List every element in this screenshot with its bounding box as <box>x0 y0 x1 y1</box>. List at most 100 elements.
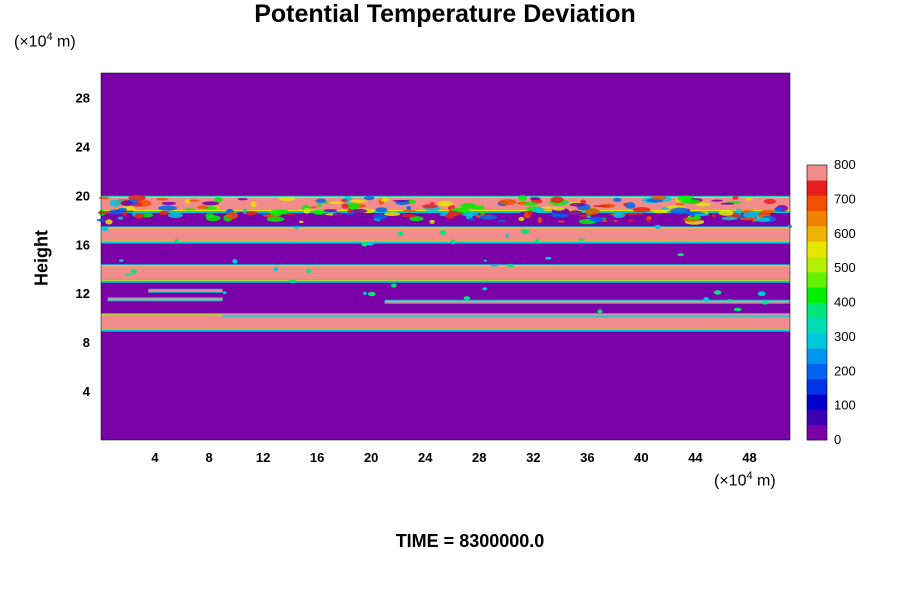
band-edge-bottom <box>101 211 790 214</box>
turbulence-patch <box>345 212 354 216</box>
turbulence-patch <box>310 206 318 209</box>
plot-background <box>101 73 790 440</box>
turbulence-patch <box>718 210 734 216</box>
turbulence-patch <box>557 220 565 223</box>
turbulence-patch <box>518 195 527 201</box>
scatter-blob <box>288 279 297 283</box>
colorbar-segment <box>807 317 827 334</box>
band-core <box>101 228 790 241</box>
turbulence-patch <box>158 211 170 216</box>
colorbar: 0 100 200 300 400 500 600 700 800 <box>806 157 856 447</box>
scatter-blob <box>439 230 447 235</box>
turbulence-patch <box>315 198 327 204</box>
turbulence-patch <box>529 197 541 201</box>
turbulence-patch <box>266 216 285 222</box>
turbulence-patch <box>105 219 113 225</box>
turbulence-patch <box>214 197 223 203</box>
band-edge-bottom <box>101 241 790 244</box>
turbulence-patch <box>345 202 361 210</box>
scatter-blob <box>597 309 603 314</box>
x-unit-label: (×104 m) <box>714 470 776 490</box>
x-tick-label: 24 <box>418 450 433 465</box>
turbulence-patch <box>437 200 453 207</box>
turbulence-patch <box>711 213 716 218</box>
turbulence-patch <box>117 207 128 212</box>
thin-line-core-1 <box>107 298 223 301</box>
colorbar-tick-label: 800 <box>834 157 856 172</box>
plot-frame <box>100 72 791 441</box>
turbulence-patch <box>429 219 435 224</box>
scatter-blob <box>366 241 375 246</box>
turbulence-patch <box>134 213 145 219</box>
scatter-blob <box>703 297 710 302</box>
turbulence-patch <box>244 210 258 216</box>
colorbar-tick-label: 700 <box>834 191 856 206</box>
turbulence-patch <box>375 207 388 213</box>
x-tick-label: 44 <box>688 450 703 465</box>
x-axis: 4 8 12 16 20 24 28 32 36 40 44 48 <box>151 450 756 465</box>
turbulence-patch <box>183 208 196 211</box>
turbulence-patch <box>185 199 190 204</box>
turbulence-patch <box>625 202 636 209</box>
colorbar-tick-label: 600 <box>834 226 856 241</box>
band-core <box>101 266 790 280</box>
turbulence-patch <box>632 207 651 213</box>
turbulence-patch <box>250 201 257 208</box>
thin-line-core-2 <box>148 289 223 292</box>
turbulence-patch <box>303 208 311 214</box>
turbulence-patch <box>456 207 470 213</box>
y-axis: 4 8 12 16 20 24 28 <box>76 90 91 399</box>
x-tick-label: 48 <box>742 450 756 465</box>
turbulence-patch <box>479 210 486 215</box>
y-unit-label: (×104 m) <box>14 31 76 51</box>
colorbar-segment <box>807 378 827 395</box>
band-edge-bottom <box>101 329 790 332</box>
colorbar-segment <box>807 287 827 303</box>
x-tick-label: 32 <box>526 450 540 465</box>
x-tick-label: 20 <box>364 450 378 465</box>
y-tick-label: 28 <box>76 90 90 105</box>
band-edge-bottom-inner <box>101 240 790 242</box>
turbulence-patch <box>774 207 783 212</box>
turbulence-patch <box>181 213 201 216</box>
scatter-blob <box>363 291 367 296</box>
turbulence-patch <box>401 214 416 218</box>
y-tick-label: 8 <box>83 335 90 350</box>
colorbar-tick-label: 100 <box>834 398 856 413</box>
turbulence-patch <box>612 212 625 218</box>
colorbar-segment <box>807 363 827 380</box>
turbulence-patch <box>754 217 771 222</box>
turbulence-patch <box>120 200 133 207</box>
turbulence-patch <box>156 197 169 201</box>
scatter-blob <box>273 266 278 272</box>
band-edge-bottom <box>101 280 790 283</box>
scatter-blob <box>482 287 488 291</box>
turbulence-patch <box>670 207 690 215</box>
turbulence-patch <box>392 199 410 202</box>
turbulence-patch <box>627 219 633 223</box>
turbulence-patch <box>695 202 711 207</box>
x-tick-label: 8 <box>205 450 212 465</box>
scatter-blob <box>222 291 227 295</box>
band-2 <box>101 226 790 244</box>
turbulence-patch <box>701 216 712 221</box>
scatter-blob <box>727 299 733 302</box>
colorbar-segment <box>807 333 827 349</box>
thin-line-core-0 <box>384 300 790 303</box>
turbulence-patch <box>118 198 125 201</box>
turbulence-patch <box>497 219 507 222</box>
turbulence-patch <box>409 216 424 222</box>
scatter-blob <box>490 264 499 267</box>
turbulence-patch <box>402 209 417 213</box>
turbulence-patch <box>332 212 344 217</box>
turbulence-patch <box>646 216 652 220</box>
turbulence-patch <box>652 210 669 214</box>
turbulence-patch <box>586 215 591 219</box>
colorbar-segment <box>807 394 827 410</box>
turbulence-patch <box>612 197 622 202</box>
colorbar-segment <box>807 241 827 257</box>
scatter-blob <box>505 233 509 239</box>
turbulence-patch <box>406 205 412 211</box>
y-tick-label: 16 <box>76 237 90 252</box>
turbulence-patch <box>317 202 323 207</box>
